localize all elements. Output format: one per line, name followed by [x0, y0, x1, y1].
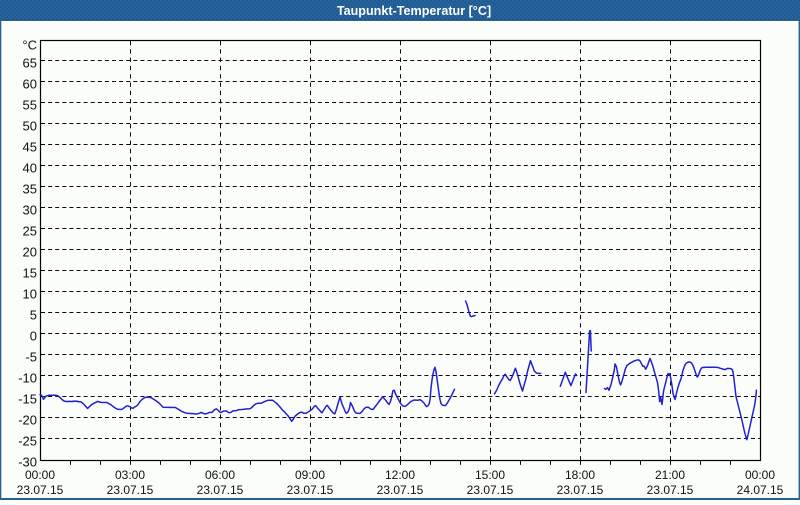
- svg-text:30: 30: [23, 203, 37, 218]
- svg-text:06:00: 06:00: [205, 468, 235, 482]
- svg-text:23.07.15: 23.07.15: [377, 483, 424, 497]
- svg-text:18:00: 18:00: [565, 468, 595, 482]
- svg-text:35: 35: [23, 182, 37, 197]
- svg-text:-15: -15: [18, 392, 37, 407]
- svg-text:-20: -20: [18, 413, 37, 428]
- svg-text:23.07.15: 23.07.15: [17, 483, 64, 497]
- svg-text:00:00: 00:00: [745, 468, 775, 482]
- svg-text:23.07.15: 23.07.15: [557, 483, 604, 497]
- svg-text:24.07.15: 24.07.15: [737, 483, 784, 497]
- svg-text:50: 50: [23, 119, 37, 134]
- svg-text:23.07.15: 23.07.15: [107, 483, 154, 497]
- svg-text:00:00: 00:00: [25, 468, 55, 482]
- svg-text:25: 25: [23, 224, 37, 239]
- svg-text:23.07.15: 23.07.15: [647, 483, 694, 497]
- svg-text:-5: -5: [25, 350, 37, 365]
- svg-text:23.07.15: 23.07.15: [287, 483, 334, 497]
- svg-text:23.07.15: 23.07.15: [197, 483, 244, 497]
- svg-text:60: 60: [23, 77, 37, 92]
- svg-text:10: 10: [23, 287, 37, 302]
- svg-text:5: 5: [30, 308, 37, 323]
- svg-text:°C: °C: [22, 38, 37, 53]
- svg-text:12:00: 12:00: [385, 468, 415, 482]
- svg-text:Taupunkt-Temperatur [°C]: Taupunkt-Temperatur [°C]: [337, 4, 491, 18]
- svg-text:15: 15: [23, 266, 37, 281]
- svg-text:09:00: 09:00: [295, 468, 325, 482]
- svg-text:21:00: 21:00: [655, 468, 685, 482]
- svg-text:-30: -30: [18, 455, 37, 470]
- svg-text:03:00: 03:00: [115, 468, 145, 482]
- svg-text:23.07.15: 23.07.15: [467, 483, 514, 497]
- svg-text:65: 65: [23, 56, 37, 71]
- svg-text:-25: -25: [18, 434, 37, 449]
- svg-text:40: 40: [23, 161, 37, 176]
- svg-text:0: 0: [30, 329, 37, 344]
- svg-text:-10: -10: [18, 371, 37, 386]
- svg-text:45: 45: [23, 140, 37, 155]
- svg-text:15:00: 15:00: [475, 468, 505, 482]
- svg-text:55: 55: [23, 98, 37, 113]
- svg-text:20: 20: [23, 245, 37, 260]
